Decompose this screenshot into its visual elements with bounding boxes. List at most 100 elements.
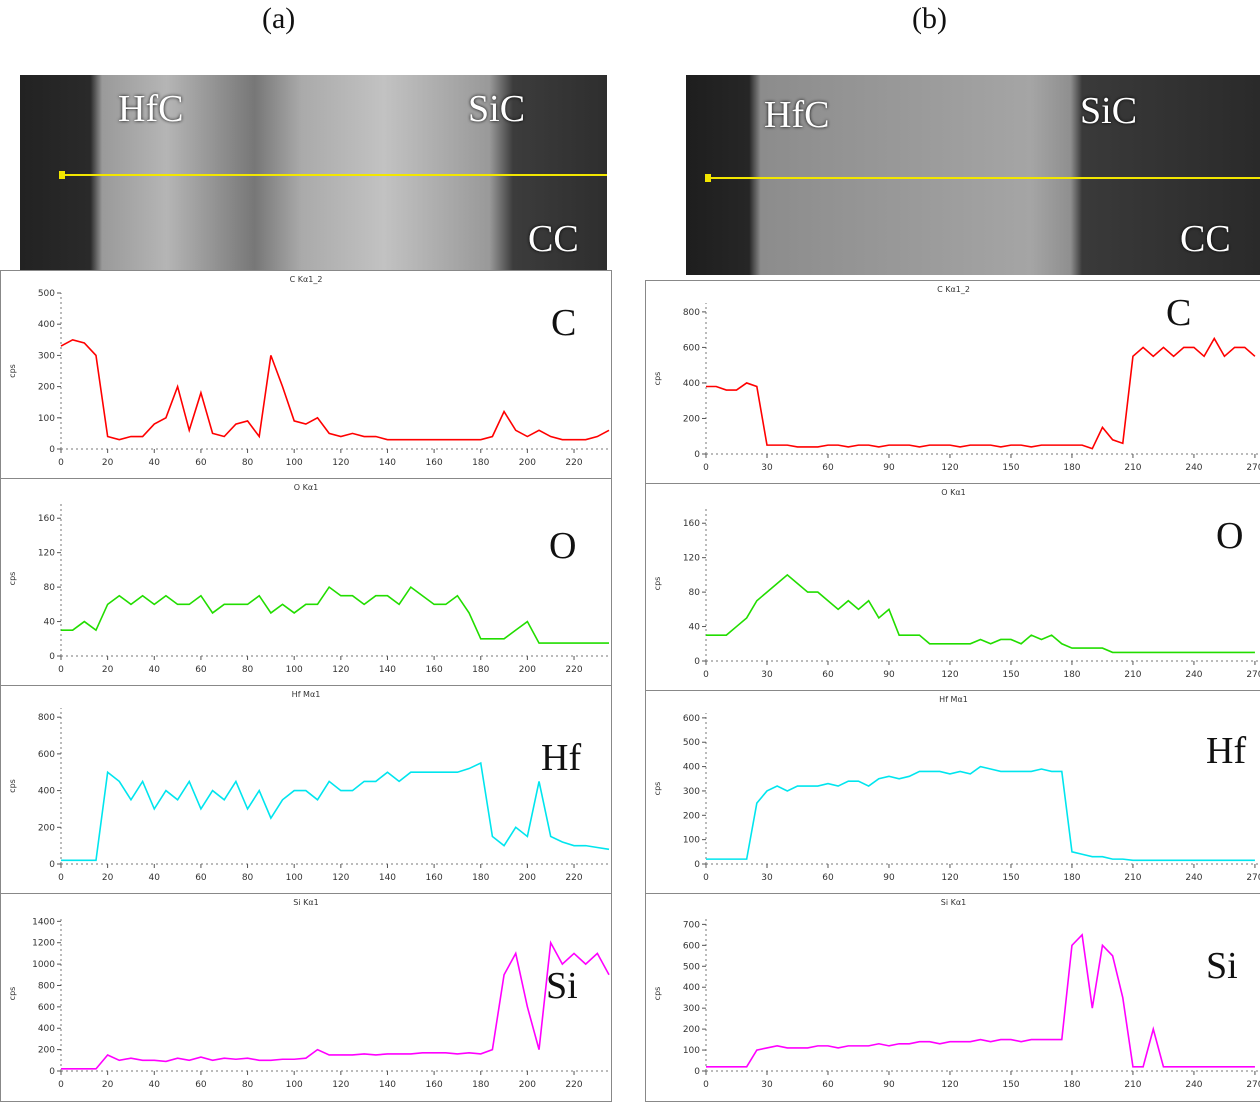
x-tick-label: 240 — [1185, 670, 1202, 680]
x-tick-label: 60 — [195, 1080, 207, 1090]
y-tick-label: 200 — [38, 823, 55, 833]
y-tick-label: 500 — [38, 289, 55, 299]
scan-line — [62, 174, 607, 176]
label-hfc: HfC — [764, 94, 830, 136]
x-tick-label: 120 — [332, 458, 349, 468]
y-tick-label: 400 — [683, 763, 700, 773]
y-tick-label: 400 — [38, 1024, 55, 1034]
x-tick-label: 80 — [242, 873, 254, 883]
y-tick-label: 800 — [38, 981, 55, 991]
label-hfc: HfC — [118, 88, 184, 130]
y-tick-label: 600 — [683, 941, 700, 951]
y-tick-label: 1200 — [32, 939, 55, 949]
x-tick-label: 150 — [1002, 873, 1019, 883]
x-tick-label: 270 — [1246, 873, 1260, 883]
y-tick-label: 400 — [38, 787, 55, 797]
y-tick-label: 800 — [683, 308, 700, 318]
panel-label-a: (a) — [262, 2, 296, 35]
x-tick-label: 60 — [195, 458, 207, 468]
x-tick-label: 120 — [332, 1080, 349, 1090]
element-label: Si — [1206, 945, 1238, 987]
y-tick-label: 0 — [694, 860, 700, 870]
x-tick-label: 20 — [102, 665, 114, 675]
x-tick-label: 200 — [519, 458, 536, 468]
x-tick-label: 220 — [565, 873, 582, 883]
x-tick-label: 180 — [472, 873, 489, 883]
y-tick-label: 0 — [49, 652, 55, 662]
x-tick-label: 240 — [1185, 463, 1202, 473]
x-tick-label: 180 — [1063, 1080, 1080, 1090]
element-label: Hf — [541, 737, 582, 779]
x-tick-label: 140 — [379, 458, 396, 468]
x-tick-label: 40 — [149, 458, 161, 468]
x-tick-label: 200 — [519, 665, 536, 675]
y-tick-label: 200 — [38, 383, 55, 393]
element-label: O — [549, 525, 577, 567]
y-tick-label: 200 — [683, 1025, 700, 1035]
y-tick-label: 200 — [683, 811, 700, 821]
y-tick-label: 160 — [683, 519, 700, 529]
y-tick-label: 200 — [38, 1046, 55, 1056]
chart-title: O Kα1 — [294, 483, 318, 492]
x-tick-label: 60 — [822, 463, 834, 473]
y-tick-label: 600 — [38, 750, 55, 760]
x-tick-label: 180 — [472, 1080, 489, 1090]
x-tick-label: 20 — [102, 458, 114, 468]
y-tick-label: 0 — [694, 450, 700, 460]
y-tick-label: 80 — [689, 588, 701, 598]
x-tick-label: 40 — [149, 873, 161, 883]
x-tick-label: 120 — [941, 873, 958, 883]
x-tick-label: 150 — [1002, 463, 1019, 473]
y-tick-label: 600 — [38, 1003, 55, 1013]
y-tick-label: 800 — [38, 713, 55, 723]
y-tick-label: 100 — [683, 1046, 700, 1056]
x-tick-label: 60 — [822, 670, 834, 680]
chart-b-o: O Kα1 cps 0 40 80 120 160 0 30 60 90 120 150 180 210 24… — [645, 483, 1260, 692]
element-label: O — [1216, 515, 1244, 557]
line-plot: O Kα1 cps 0 40 80 120 160 0 30 60 90 120 150 180 210 24… — [653, 488, 1260, 680]
line-plot: Hf Mα1 cps 0 100 200 300 400 500 600 0 30 60 90 120 15… — [653, 695, 1260, 883]
x-tick-label: 180 — [1063, 463, 1080, 473]
x-tick-label: 40 — [149, 665, 161, 675]
x-tick-label: 80 — [242, 665, 254, 675]
chart-title: C Kα1_2 — [290, 275, 323, 284]
scan-line — [708, 177, 1260, 179]
chart-title: Si Kα1 — [941, 898, 966, 907]
y-axis-label: cps — [653, 782, 662, 796]
y-axis-label: cps — [653, 577, 662, 591]
y-tick-label: 120 — [38, 549, 55, 559]
x-tick-label: 120 — [941, 1080, 958, 1090]
series-line-hf — [706, 765, 1255, 862]
series-line-si — [706, 933, 1255, 1068]
y-tick-label: 600 — [683, 343, 700, 353]
series-line-c — [706, 336, 1256, 450]
element-label: C — [1166, 292, 1192, 334]
label-cc: CC — [1180, 218, 1231, 260]
y-tick-label: 600 — [683, 714, 700, 724]
chart-a-hf: Hf Mα1 cps 0 200 400 600 800 0 20 40 60 80 100 120 140… — [0, 685, 612, 895]
x-tick-label: 30 — [761, 463, 773, 473]
x-tick-label: 90 — [883, 463, 895, 473]
label-sic: SiC — [468, 88, 526, 130]
series-line-hf — [61, 761, 610, 862]
sem-image-b: HfC SiC CC — [686, 75, 1260, 275]
panel-label-b: (b) — [912, 2, 947, 35]
y-axis-label: cps — [8, 987, 17, 1001]
y-tick-label: 0 — [49, 860, 55, 870]
x-tick-label: 90 — [883, 873, 895, 883]
x-tick-label: 0 — [703, 670, 709, 680]
y-axis-label: cps — [653, 987, 662, 1001]
x-tick-label: 120 — [332, 665, 349, 675]
x-tick-label: 220 — [565, 458, 582, 468]
x-tick-label: 0 — [58, 665, 64, 675]
y-tick-label: 0 — [694, 1067, 700, 1077]
x-tick-label: 30 — [761, 670, 773, 680]
x-tick-label: 200 — [519, 1080, 536, 1090]
y-tick-label: 400 — [683, 983, 700, 993]
y-tick-label: 300 — [38, 351, 55, 361]
x-tick-label: 210 — [1124, 670, 1141, 680]
x-tick-label: 180 — [1063, 670, 1080, 680]
x-tick-label: 150 — [1002, 670, 1019, 680]
chart-b-hf: Hf Mα1 cps 0 100 200 300 400 500 600 0 30 60 90 120 15… — [645, 690, 1260, 895]
x-tick-label: 120 — [332, 873, 349, 883]
